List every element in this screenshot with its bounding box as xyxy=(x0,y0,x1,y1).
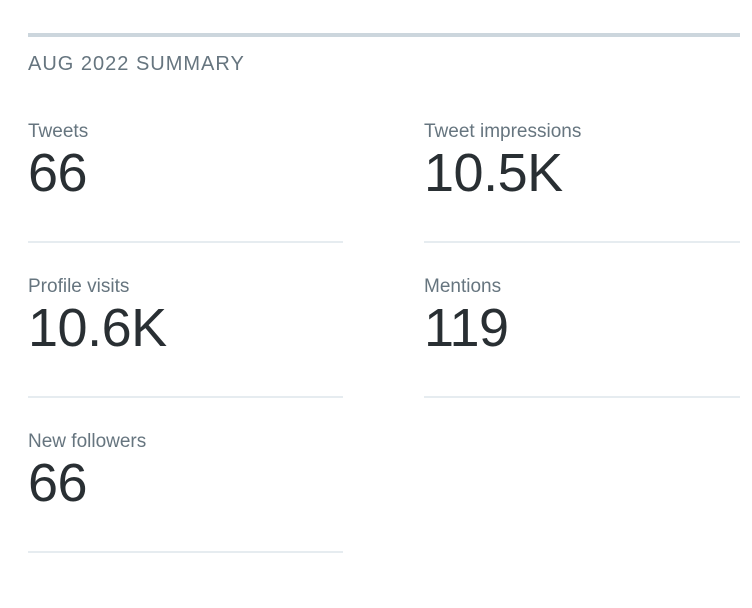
metrics-grid: Tweets 66 Tweet impressions 10.5K Profil… xyxy=(28,88,740,553)
metric-new-followers-value: 66 xyxy=(28,453,88,513)
metric-profile-visits-value: 10.6K xyxy=(28,298,167,358)
metric-profile-visits-label: Profile visits xyxy=(28,276,130,297)
metric-tweet-impressions-value: 10.5K xyxy=(424,143,563,203)
metric-tweets: Tweets 66 xyxy=(28,88,343,243)
metric-profile-visits: Profile visits 10.6K xyxy=(28,243,343,398)
summary-title: AUG 2022 SUMMARY xyxy=(28,53,245,75)
metric-tweets-label: Tweets xyxy=(28,121,89,142)
metric-tweet-impressions: Tweet impressions 10.5K xyxy=(424,88,740,243)
monthly-summary-panel: AUG 2022 SUMMARY Tweets 66 Tweet impress… xyxy=(28,33,740,553)
metric-mentions-label: Mentions xyxy=(424,276,502,297)
metric-tweet-impressions-label: Tweet impressions xyxy=(424,121,582,142)
analytics-page: AUG 2022 SUMMARY Tweets 66 Tweet impress… xyxy=(28,33,740,553)
metric-mentions-value: 119 xyxy=(424,298,509,358)
metric-new-followers: New followers 66 xyxy=(28,398,343,553)
metric-new-followers-label: New followers xyxy=(28,431,147,452)
metric-tweets-value: 66 xyxy=(28,143,88,203)
metric-mentions: Mentions 119 xyxy=(424,243,740,398)
metric-empty-cell xyxy=(424,398,740,553)
